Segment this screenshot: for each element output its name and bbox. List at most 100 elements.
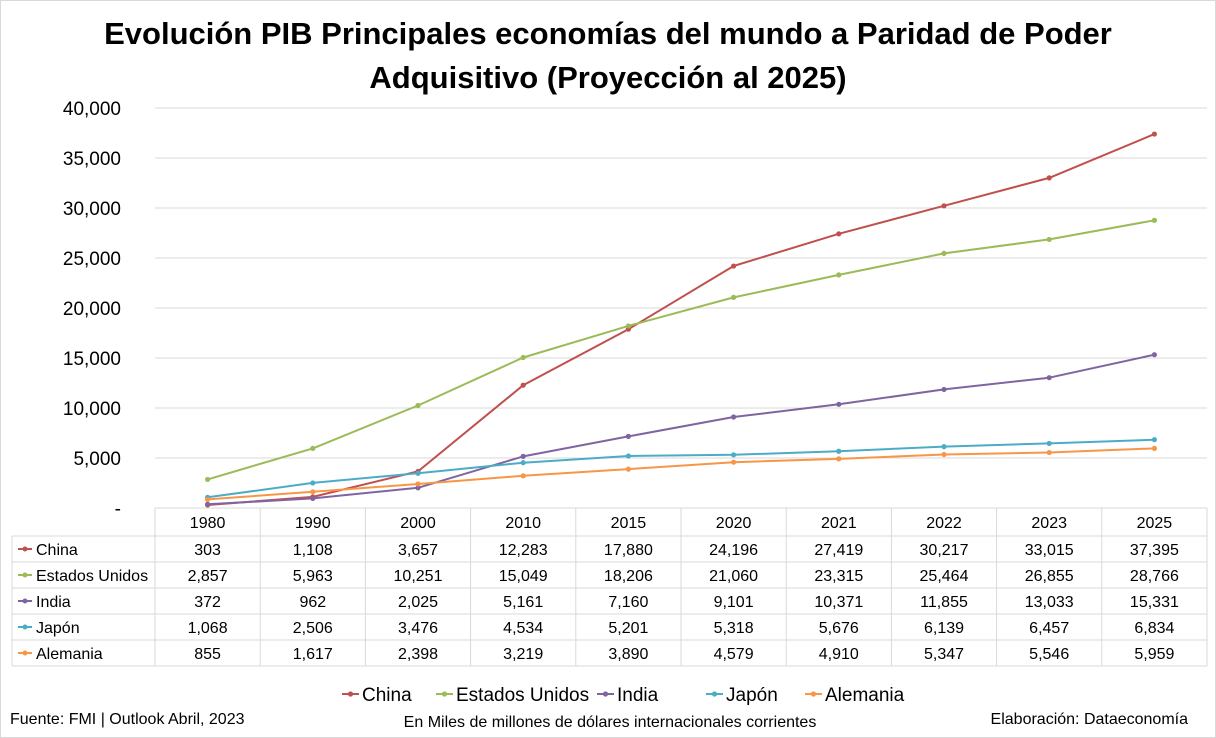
data-point (836, 231, 842, 237)
table-header-2021: 2021 (821, 515, 857, 532)
y-tick-label: 40,000 (63, 99, 121, 120)
data-point (836, 272, 842, 278)
y-tick-label: 20,000 (63, 299, 121, 320)
table-cell: 3,476 (398, 620, 438, 637)
data-point (1151, 437, 1157, 443)
table-cell: 21,060 (709, 568, 758, 585)
table-header-2025: 2025 (1137, 515, 1173, 532)
table-row-label: Japón (36, 620, 80, 637)
table-row-label: Alemania (36, 646, 103, 663)
table-cell: 6,457 (1029, 620, 1069, 637)
chart-title: Evolución PIB Principales economías del … (0, 12, 1216, 100)
data-point (836, 456, 842, 462)
table-cell: 7,160 (608, 594, 648, 611)
data-point (415, 402, 421, 409)
data-point (731, 452, 737, 458)
data-point (310, 489, 316, 495)
table-cell: 2,857 (188, 568, 228, 585)
table-cell: 37,395 (1130, 542, 1179, 559)
data-point (415, 485, 421, 491)
data-point (941, 451, 947, 458)
table-cell: 12,283 (499, 542, 548, 559)
table-cell: 11,855 (920, 594, 968, 611)
data-point (310, 480, 316, 486)
legend-key-marker (602, 691, 609, 697)
table-cell: 303 (194, 542, 221, 559)
table-row-label: Estados Unidos (36, 568, 148, 585)
table-cell: 9,101 (714, 594, 754, 611)
series-line (207, 133, 1155, 506)
data-point (520, 453, 526, 459)
table-cell: 2,025 (398, 594, 438, 611)
data-point (625, 433, 632, 439)
table-cell: 855 (194, 646, 221, 663)
data-point (836, 448, 842, 454)
data-point (415, 470, 421, 476)
data-point (941, 444, 947, 450)
data-point (520, 473, 526, 479)
table-row-label: China (36, 542, 78, 559)
data-point (205, 476, 211, 483)
footer-credit: Elaboración: Dataeconomía (990, 711, 1188, 728)
table-cell: 3,219 (503, 646, 543, 663)
data-point (1151, 217, 1157, 223)
table-header-1980: 1980 (190, 515, 226, 532)
data-point (731, 459, 737, 465)
table-cell: 30,217 (920, 542, 969, 559)
data-point (1151, 352, 1157, 358)
table-cell: 5,959 (1134, 646, 1174, 663)
data-point (205, 496, 211, 503)
table-cell: 5,676 (819, 620, 859, 637)
data-point (941, 386, 947, 393)
data-point (836, 401, 842, 407)
table-header-2020: 2020 (716, 515, 752, 532)
data-point (625, 453, 632, 459)
table-cell: 3,890 (608, 646, 648, 663)
legend-label: Japón (726, 685, 778, 706)
data-point (310, 445, 316, 451)
table-header-1990: 1990 (295, 515, 331, 532)
legend-key-marker (810, 691, 817, 697)
table-cell: 15,331 (1130, 594, 1179, 611)
table-cell: 2,398 (398, 646, 438, 663)
table-row-label: India (36, 594, 71, 611)
table-cell: 1,068 (188, 620, 228, 637)
table-cell: 5,318 (714, 620, 754, 637)
table-legend-key-marker (22, 546, 28, 552)
table-cell: 2,506 (293, 620, 333, 637)
data-point (1046, 449, 1052, 456)
legend-label: China (362, 685, 412, 706)
y-tick-label: 35,000 (63, 149, 121, 170)
table-cell: 10,251 (394, 568, 443, 585)
data-point (1046, 175, 1052, 181)
series-line (207, 438, 1155, 499)
table-cell: 4,579 (714, 646, 754, 663)
y-tick-label: 30,000 (63, 199, 121, 220)
data-point (625, 323, 632, 329)
table-cell: 15,049 (499, 568, 548, 585)
table-cell: 6,834 (1134, 620, 1174, 637)
table-cell: 1,108 (293, 542, 333, 559)
table-legend-key-marker (22, 572, 28, 578)
data-point (520, 382, 526, 388)
series-line (207, 219, 1155, 481)
table-cell: 10,371 (814, 594, 863, 611)
table-cell: 27,419 (814, 542, 863, 559)
data-point (205, 501, 211, 507)
y-tick-label: - (115, 499, 121, 520)
table-cell: 18,206 (604, 568, 653, 585)
table-cell: 5,201 (608, 620, 648, 637)
table-legend-key-marker (22, 624, 28, 630)
data-point (731, 263, 737, 269)
table-cell: 5,963 (293, 568, 333, 585)
footer-source: Fuente: FMI | Outlook Abril, 2023 (10, 711, 245, 728)
table-cell: 372 (194, 594, 221, 611)
table-cell: 6,139 (924, 620, 964, 637)
table-header-2022: 2022 (926, 515, 962, 532)
data-point (625, 466, 632, 472)
table-cell: 23,315 (814, 568, 863, 585)
table-legend-key-marker (22, 598, 28, 604)
data-point (520, 460, 526, 466)
table-cell: 5,347 (924, 646, 964, 663)
table-cell: 26,855 (1025, 568, 1074, 585)
